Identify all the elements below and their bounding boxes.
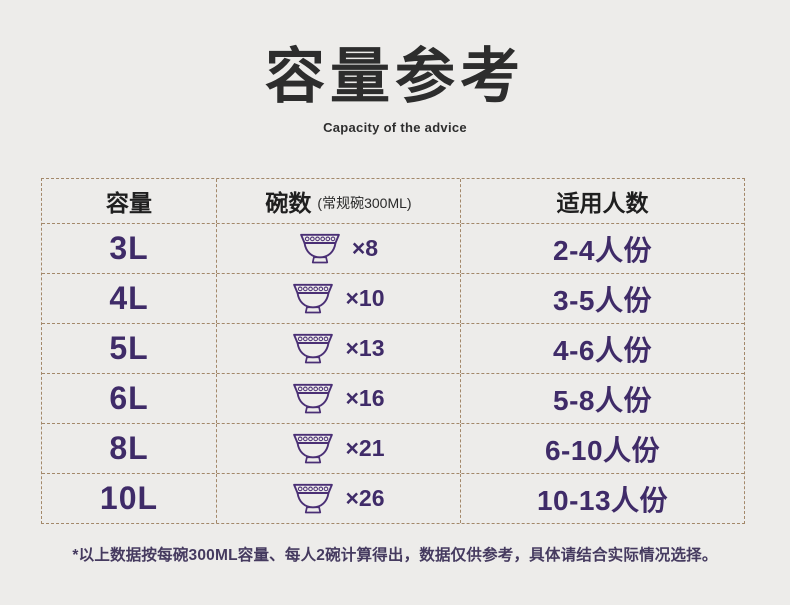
table-row: 4L ×10 [42, 273, 744, 323]
bowl-icon [292, 282, 334, 316]
servings-cell: 4-6人份 [461, 324, 744, 373]
servings-cell: 6-10人份 [461, 424, 744, 473]
col-header-bowls: 碗数 (常规碗300ML) [217, 179, 461, 223]
bowl-icon [292, 332, 334, 366]
capacity-cell: 5L [42, 324, 217, 373]
table-row: 3L ×8 [42, 223, 744, 273]
bowl-count-value: ×16 [345, 385, 385, 411]
bowl-count-cell: ×21 [217, 424, 461, 473]
capacity-value: 4L [109, 280, 149, 316]
col-header-servings-label: 适用人数 [556, 190, 649, 216]
capacity-cell: 3L [42, 224, 217, 273]
bowl-count-cell: ×10 [217, 274, 461, 323]
table-row: 6L ×16 [42, 373, 744, 423]
col-header-servings: 适用人数 [461, 179, 744, 223]
servings-cell: 10-13人份 [461, 474, 744, 523]
bowl-count-cell: ×8 [217, 224, 461, 273]
bowl-icon [292, 432, 334, 466]
bowl-count-value: ×8 [351, 235, 379, 261]
bowl-count-cell: ×26 [217, 474, 461, 523]
col-header-capacity: 容量 [42, 179, 217, 223]
servings-cell: 2-4人份 [461, 224, 744, 273]
capacity-cell: 10L [42, 474, 217, 523]
table-header-row: 容量 碗数 (常规碗300ML) 适用人数 [42, 179, 744, 223]
bowl-count-value: ×26 [345, 485, 385, 511]
capacity-cell: 8L [42, 424, 217, 473]
servings-cell: 5-8人份 [461, 374, 744, 423]
capacity-value: 3L [109, 230, 149, 266]
servings-value: 10-13人份 [536, 484, 669, 516]
bowl-count-cell: ×13 [217, 324, 461, 373]
capacity-table: 容量 碗数 (常规碗300ML) 适用人数 3L [41, 178, 745, 524]
bowl-icon [292, 482, 334, 516]
bowl-count-cell: ×16 [217, 374, 461, 423]
servings-value: 2-4人份 [553, 234, 652, 266]
page-title: 容量参考 [265, 43, 525, 110]
col-header-capacity-label: 容量 [106, 190, 152, 216]
capacity-value: 5L [109, 330, 149, 366]
bowl-icon [299, 232, 341, 266]
table-row: 8L ×21 [42, 423, 744, 473]
capacity-value: 10L [99, 480, 159, 516]
table-body: 3L ×8 [42, 223, 744, 523]
bowl-count-value: ×10 [345, 285, 385, 311]
servings-value: 4-6人份 [553, 334, 652, 366]
bowl-icon [292, 382, 334, 416]
bowl-count-value: ×21 [345, 435, 385, 461]
col-header-bowls-label: 碗数 [265, 190, 312, 216]
servings-value: 3-5人份 [553, 284, 652, 316]
capacity-cell: 4L [42, 274, 217, 323]
capacity-cell: 6L [42, 374, 217, 423]
servings-value: 6-10人份 [544, 434, 661, 466]
table-row: 5L ×13 [42, 323, 744, 373]
footnote: *以上数据按每碗300ML容量、每人2碗计算得出，数据仅供参考，具体请结合实际情… [72, 547, 718, 564]
servings-cell: 3-5人份 [461, 274, 744, 323]
capacity-value: 6L [109, 380, 149, 416]
col-header-bowls-note: (常规碗300ML) [317, 195, 412, 211]
bowl-count-value: ×13 [345, 335, 385, 361]
capacity-value: 8L [109, 430, 149, 466]
servings-value: 5-8人份 [553, 384, 652, 416]
page-subtitle: Capacity of the advice [323, 120, 467, 135]
table-row: 10L ×26 [42, 473, 744, 523]
